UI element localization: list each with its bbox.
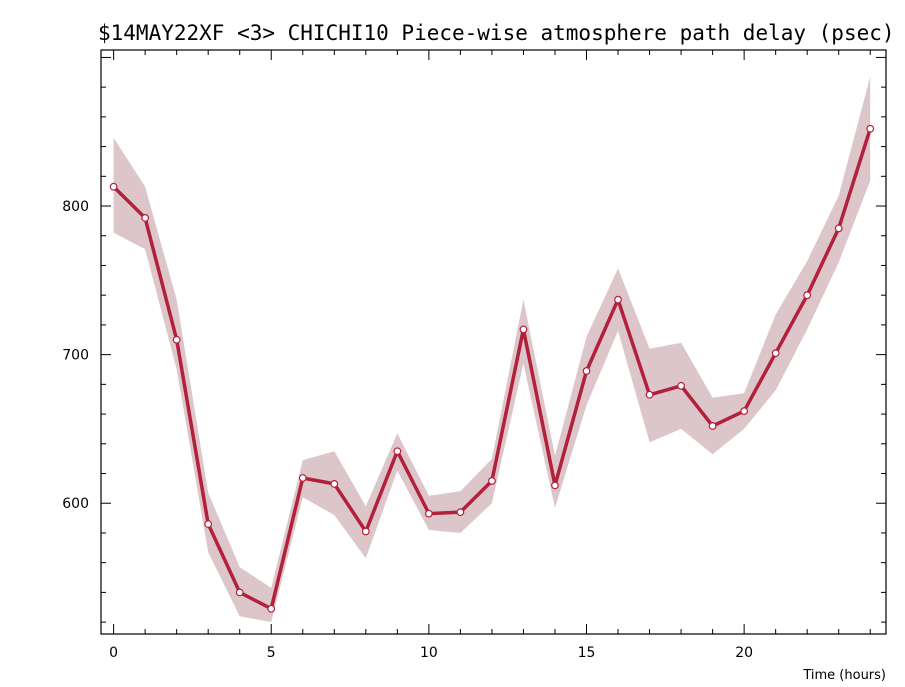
error-band bbox=[113, 76, 871, 623]
data-point bbox=[488, 477, 496, 485]
data-point bbox=[740, 407, 749, 415]
data-point bbox=[519, 325, 528, 334]
data-point bbox=[361, 527, 370, 536]
plot-area: 0 5 10 15 20 600 700 800 bbox=[62, 49, 887, 661]
data-point bbox=[235, 588, 244, 597]
data-point bbox=[834, 224, 843, 233]
x-axis-label: Time (hours) bbox=[802, 668, 886, 683]
data-point bbox=[456, 508, 465, 517]
data-point bbox=[141, 214, 150, 222]
data-point bbox=[803, 291, 812, 300]
data-point bbox=[582, 367, 591, 375]
data-point bbox=[614, 295, 622, 304]
data-point bbox=[424, 509, 433, 518]
data-point bbox=[393, 447, 402, 456]
data-point bbox=[551, 481, 559, 490]
data-point bbox=[866, 124, 875, 133]
data-point bbox=[330, 480, 339, 488]
data-point bbox=[204, 520, 213, 528]
data-point bbox=[677, 381, 685, 390]
data-point bbox=[771, 349, 780, 358]
data-point bbox=[298, 474, 307, 482]
x-tick-label: 10 bbox=[420, 645, 438, 661]
data-point bbox=[172, 335, 181, 344]
y-tick-label: 800 bbox=[62, 199, 89, 215]
y-tick-label: 700 bbox=[62, 348, 89, 364]
chart-title: $14MAY22XF <3> CHICHI10 Piece-wise atmos… bbox=[98, 21, 895, 45]
x-tick-label: 5 bbox=[267, 645, 276, 661]
x-tick-label: 20 bbox=[735, 645, 753, 661]
y-tick-label: 600 bbox=[62, 496, 89, 512]
x-tick-label: 15 bbox=[578, 645, 596, 661]
x-tick-label: 0 bbox=[109, 645, 118, 661]
plot-frame bbox=[100, 49, 887, 635]
data-point bbox=[708, 422, 717, 430]
data-point bbox=[645, 390, 654, 399]
data-point bbox=[109, 182, 118, 191]
data-point bbox=[267, 604, 276, 613]
